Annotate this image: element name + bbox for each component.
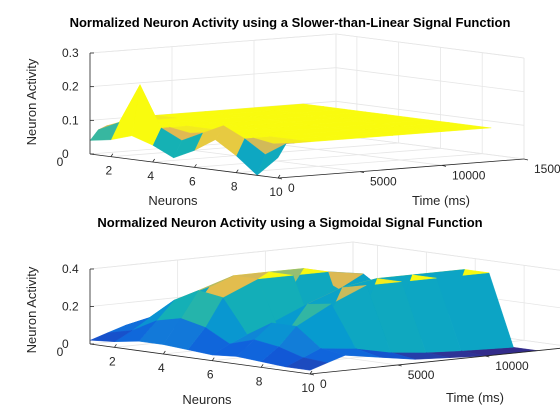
z-tick-label: 0.2 <box>62 300 79 314</box>
plot-2-ticks: 246810005000100001500000.20.4 <box>57 262 529 395</box>
y-axis-line <box>309 347 560 375</box>
z-tick-label: 0 <box>62 147 69 161</box>
x-tick-mark <box>114 344 117 348</box>
grid-line-z-back <box>335 100 525 126</box>
plot-2-y-label: Time (ms) <box>446 390 504 405</box>
z-tick-label: 0.4 <box>62 262 79 276</box>
y-axis-line <box>277 158 525 179</box>
grid-line-z-left <box>89 67 337 88</box>
y-tick-label: 5000 <box>408 368 435 382</box>
x-tick-label-zero: 0 <box>57 155 64 169</box>
x-tick-label: 4 <box>158 361 165 375</box>
x-axis-line <box>89 343 311 375</box>
plot-sigmoidal: Normalized Neuron Activity using a Sigmo… <box>24 215 560 407</box>
plot-1-axes <box>89 52 529 180</box>
x-tick-mark <box>235 169 239 173</box>
plot-1-ticks: 246810005000100001500000.10.20.3 <box>57 46 560 199</box>
surface-patch <box>89 330 133 342</box>
x-tick-label: 6 <box>207 368 214 382</box>
x-tick-mark <box>110 153 114 157</box>
grid-edge <box>89 241 354 270</box>
plot-2-z-label: Neuron Activity <box>24 266 39 353</box>
y-tick-label: 10000 <box>495 359 529 373</box>
y-tick-mark <box>523 158 529 161</box>
plot-2-title: Normalized Neuron Activity using a Sigmo… <box>97 215 482 230</box>
plot-1-surface <box>89 83 492 176</box>
y-tick-mark <box>485 355 490 358</box>
x-tick-mark <box>211 357 215 361</box>
plot-1-z-label: Neuron Activity <box>24 58 39 145</box>
x-tick-mark <box>309 370 313 375</box>
grid-line-x-floor <box>194 147 441 168</box>
x-tick-mark <box>152 158 155 163</box>
surface-patch <box>89 122 120 141</box>
y-tick-mark <box>359 171 365 174</box>
y-tick-mark <box>397 364 402 367</box>
z-tick-label: 0 <box>62 337 69 351</box>
plot-2-axes <box>89 268 560 376</box>
y-tick-label: 5000 <box>370 175 397 189</box>
y-tick-label: 0 <box>320 377 327 391</box>
plot-2-x-label: Neurons <box>182 392 232 407</box>
grid-line-z-back <box>335 67 525 93</box>
x-tick-label: 2 <box>109 354 116 368</box>
y-tick-mark <box>441 164 447 167</box>
x-tick-label-zero: 0 <box>57 345 64 359</box>
y-tick-mark <box>309 373 315 376</box>
x-tick-label: 4 <box>147 169 154 183</box>
y-tick-mark <box>277 177 283 180</box>
x-tick-mark <box>260 364 264 368</box>
x-tick-label: 2 <box>106 164 113 178</box>
plot-1-title: Normalized Neuron Activity using a Slowe… <box>70 15 511 30</box>
x-tick-mark <box>163 350 166 355</box>
grid-edge <box>352 241 560 271</box>
plot-1-x-label: Neurons <box>148 193 198 208</box>
z-tick-label: 0.1 <box>62 113 79 127</box>
plot-1-y-label: Time (ms) <box>412 193 470 208</box>
x-tick-label: 10 <box>301 381 315 395</box>
grid-edge <box>335 33 525 59</box>
z-tick-label: 0.3 <box>62 46 79 60</box>
x-tick-mark <box>277 174 281 179</box>
x-tick-label: 8 <box>231 180 238 194</box>
x-axis-line <box>89 153 279 179</box>
plot-2-surface <box>89 268 538 371</box>
grid-line-x-floor <box>236 153 483 174</box>
z-tick-label: 0.2 <box>62 80 79 94</box>
y-tick-label: 10000 <box>452 168 486 182</box>
x-tick-label: 8 <box>256 374 263 388</box>
grid-line-y-floor <box>335 134 525 160</box>
x-tick-mark <box>194 164 197 168</box>
x-tick-label: 10 <box>269 185 283 199</box>
y-tick-label: 0 <box>288 181 295 195</box>
grid-edge <box>89 33 337 54</box>
x-tick-label: 6 <box>189 174 196 188</box>
plot-slower-than-linear: Normalized Neuron Activity using a Slowe… <box>24 15 560 208</box>
